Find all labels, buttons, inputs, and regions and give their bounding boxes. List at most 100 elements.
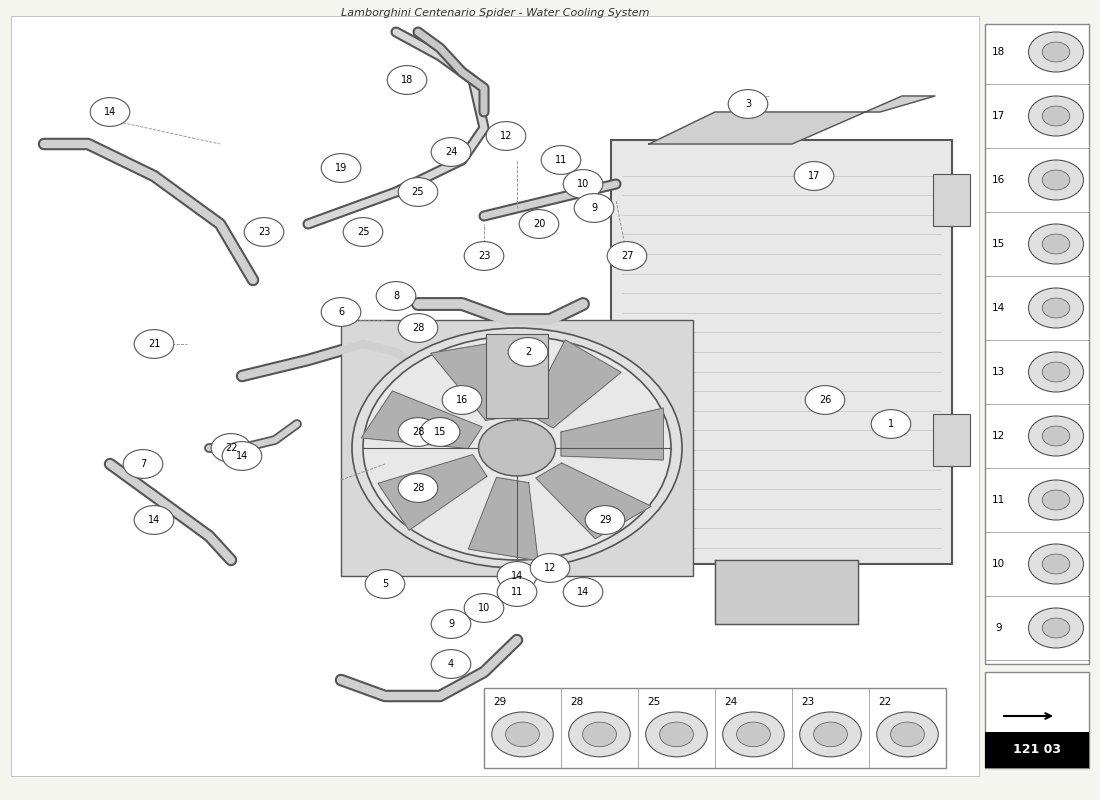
- Circle shape: [506, 722, 539, 746]
- Circle shape: [1028, 608, 1084, 648]
- Circle shape: [1043, 42, 1069, 62]
- Circle shape: [871, 410, 911, 438]
- Text: 18: 18: [992, 47, 1005, 57]
- Text: 26: 26: [818, 395, 832, 405]
- Text: 23: 23: [257, 227, 271, 237]
- Text: 23: 23: [801, 698, 814, 707]
- Text: 17: 17: [807, 171, 821, 181]
- Circle shape: [134, 330, 174, 358]
- Text: 11: 11: [992, 495, 1005, 505]
- FancyBboxPatch shape: [484, 688, 946, 768]
- Text: 13: 13: [992, 367, 1005, 377]
- Circle shape: [660, 722, 693, 746]
- Text: 12: 12: [543, 563, 557, 573]
- Polygon shape: [561, 408, 663, 460]
- Circle shape: [464, 242, 504, 270]
- Circle shape: [800, 712, 861, 757]
- Circle shape: [211, 434, 251, 462]
- Circle shape: [431, 650, 471, 678]
- Circle shape: [398, 418, 438, 446]
- Circle shape: [1043, 298, 1069, 318]
- FancyBboxPatch shape: [984, 732, 1089, 768]
- Text: 10: 10: [992, 559, 1005, 569]
- Circle shape: [1043, 426, 1069, 446]
- Text: 3: 3: [745, 99, 751, 109]
- Text: 11: 11: [554, 155, 568, 165]
- FancyBboxPatch shape: [341, 320, 693, 576]
- Circle shape: [222, 442, 262, 470]
- Circle shape: [1043, 362, 1069, 382]
- Circle shape: [723, 712, 784, 757]
- Polygon shape: [361, 391, 482, 449]
- Circle shape: [352, 328, 682, 568]
- Circle shape: [398, 178, 438, 206]
- Circle shape: [574, 194, 614, 222]
- Circle shape: [569, 712, 630, 757]
- Text: 4: 4: [448, 659, 454, 669]
- Polygon shape: [378, 454, 487, 530]
- Circle shape: [90, 98, 130, 126]
- Text: 9: 9: [448, 619, 454, 629]
- FancyBboxPatch shape: [984, 24, 1089, 664]
- Circle shape: [376, 282, 416, 310]
- Circle shape: [497, 578, 537, 606]
- Text: 12: 12: [992, 431, 1005, 441]
- Text: 25: 25: [647, 698, 660, 707]
- Circle shape: [1043, 106, 1069, 126]
- Text: 15: 15: [992, 239, 1005, 249]
- Circle shape: [1043, 554, 1069, 574]
- Text: 15: 15: [433, 427, 447, 437]
- Text: 16: 16: [455, 395, 469, 405]
- Circle shape: [431, 610, 471, 638]
- Circle shape: [431, 138, 471, 166]
- Text: 9: 9: [996, 623, 1002, 633]
- Circle shape: [585, 506, 625, 534]
- Circle shape: [646, 712, 707, 757]
- Text: 14: 14: [510, 571, 524, 581]
- Circle shape: [530, 554, 570, 582]
- Circle shape: [1028, 544, 1084, 584]
- Text: 14: 14: [147, 515, 161, 525]
- Text: 23: 23: [477, 251, 491, 261]
- Circle shape: [387, 66, 427, 94]
- Text: 21: 21: [147, 339, 161, 349]
- Text: 6: 6: [338, 307, 344, 317]
- Text: 29: 29: [598, 515, 612, 525]
- Text: Lamborghini Centenario Spider - Water Cooling System: Lamborghini Centenario Spider - Water Co…: [341, 8, 649, 18]
- Circle shape: [1028, 288, 1084, 328]
- Text: 16: 16: [992, 175, 1005, 185]
- Circle shape: [1028, 352, 1084, 392]
- Circle shape: [541, 146, 581, 174]
- Text: 22: 22: [224, 443, 238, 453]
- Circle shape: [1028, 224, 1084, 264]
- Circle shape: [486, 122, 526, 150]
- Text: 12: 12: [499, 131, 513, 141]
- Circle shape: [343, 218, 383, 246]
- FancyBboxPatch shape: [933, 414, 970, 466]
- Text: 28: 28: [570, 698, 583, 707]
- FancyBboxPatch shape: [11, 16, 979, 776]
- Circle shape: [478, 420, 556, 476]
- Circle shape: [728, 90, 768, 118]
- Circle shape: [365, 570, 405, 598]
- Circle shape: [321, 154, 361, 182]
- Text: 11: 11: [510, 587, 524, 597]
- Text: 17: 17: [992, 111, 1005, 121]
- Text: 24: 24: [444, 147, 458, 157]
- Text: 28: 28: [411, 483, 425, 493]
- Circle shape: [1043, 618, 1069, 638]
- Circle shape: [563, 170, 603, 198]
- Text: 14: 14: [576, 587, 590, 597]
- Circle shape: [508, 338, 548, 366]
- FancyBboxPatch shape: [486, 334, 548, 418]
- Text: 28: 28: [411, 427, 425, 437]
- Text: 8: 8: [393, 291, 399, 301]
- Text: 24: 24: [724, 698, 737, 707]
- Text: 9: 9: [591, 203, 597, 213]
- Circle shape: [737, 722, 770, 746]
- Circle shape: [1028, 416, 1084, 456]
- Circle shape: [891, 722, 924, 746]
- Circle shape: [492, 712, 553, 757]
- Text: 18: 18: [400, 75, 414, 85]
- Circle shape: [363, 336, 671, 560]
